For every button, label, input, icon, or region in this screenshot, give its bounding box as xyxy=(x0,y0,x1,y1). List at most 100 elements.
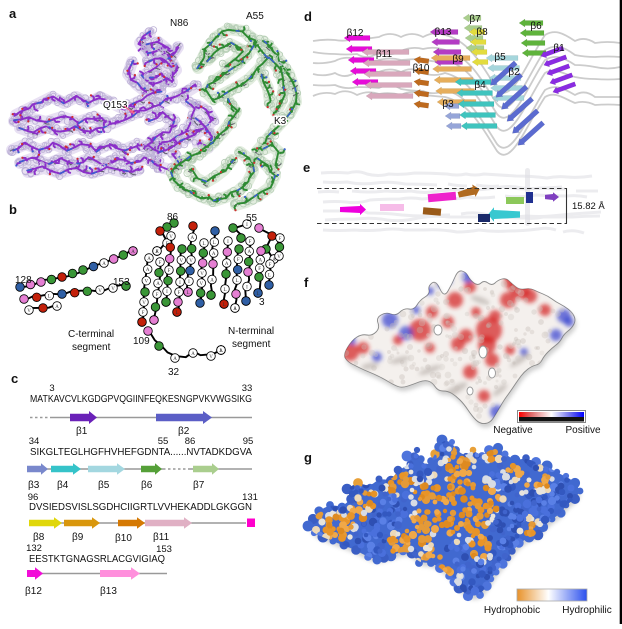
svg-text:V: V xyxy=(144,280,148,285)
svg-text:V: V xyxy=(200,272,204,277)
svg-text:3: 3 xyxy=(49,383,54,394)
svg-text:153: 153 xyxy=(113,277,130,288)
svg-text:F: F xyxy=(166,242,169,247)
svg-text:β7: β7 xyxy=(469,14,481,25)
svg-text:L: L xyxy=(186,291,189,296)
svg-text:I: I xyxy=(166,290,168,295)
svg-text:L: L xyxy=(202,242,205,247)
svg-text:131: 131 xyxy=(242,492,258,503)
svg-text:V: V xyxy=(142,301,146,306)
svg-text:β12: β12 xyxy=(347,28,364,39)
svg-text:86: 86 xyxy=(167,212,179,223)
svg-text:V: V xyxy=(27,309,31,314)
svg-text:F: F xyxy=(249,240,252,245)
svg-text:F: F xyxy=(142,311,145,316)
svg-text:V: V xyxy=(169,235,173,240)
svg-text:β3: β3 xyxy=(28,480,40,491)
svg-text:V: V xyxy=(209,355,213,360)
svg-text:β8: β8 xyxy=(476,27,488,38)
svg-text:L: L xyxy=(223,288,226,293)
svg-text:β8: β8 xyxy=(33,532,45,543)
svg-text:34: 34 xyxy=(29,436,40,447)
svg-text:L: L xyxy=(256,292,259,297)
svg-text:β1: β1 xyxy=(553,43,565,54)
svg-text:β9: β9 xyxy=(72,532,84,543)
svg-text:V: V xyxy=(277,255,281,260)
svg-text:N86: N86 xyxy=(170,18,189,29)
svg-text:I: I xyxy=(179,281,181,286)
svg-text:MATKAVCVLKGDGPVQGIINFEQKESNGPV: MATKAVCVLKGDGPVQGIINFEQKESNGPVKVWGSIKG xyxy=(30,394,252,405)
svg-text:I: I xyxy=(234,307,236,312)
svg-text:A: A xyxy=(147,257,151,262)
svg-text:β1: β1 xyxy=(76,426,88,437)
svg-text:A: A xyxy=(212,252,216,257)
svg-text:55: 55 xyxy=(158,436,169,447)
svg-text:F: F xyxy=(269,263,272,268)
svg-text:segment: segment xyxy=(232,339,271,350)
svg-text:F: F xyxy=(168,269,171,274)
svg-text:55: 55 xyxy=(246,213,258,224)
svg-text:A: A xyxy=(102,262,106,267)
svg-text:β11: β11 xyxy=(376,49,393,60)
svg-text:F: F xyxy=(159,261,162,266)
svg-text:F: F xyxy=(156,250,159,255)
svg-text:86: 86 xyxy=(185,436,196,447)
svg-text:L: L xyxy=(235,279,238,284)
svg-text:DVSIEDSVISLSGDHCIIGRTLVVHEKADD: DVSIEDSVISLSGDHCIIGRTLVVHEKADDLGKGGN xyxy=(29,502,252,513)
svg-text:L: L xyxy=(219,349,222,354)
svg-text:A: A xyxy=(258,259,262,264)
svg-text:A: A xyxy=(55,305,59,310)
svg-text:V: V xyxy=(111,287,115,292)
svg-text:β12: β12 xyxy=(25,586,42,597)
svg-text:Hydrophobic: Hydrophobic xyxy=(484,605,540,616)
svg-text:F: F xyxy=(156,293,159,298)
svg-text:A: A xyxy=(233,307,237,312)
svg-text:L: L xyxy=(268,273,271,278)
svg-text:V: V xyxy=(98,289,102,294)
svg-text:A: A xyxy=(173,357,177,362)
svg-text:F: F xyxy=(237,258,240,263)
svg-text:β2: β2 xyxy=(508,67,520,78)
svg-text:F: F xyxy=(258,267,261,272)
svg-text:A: A xyxy=(131,250,135,255)
svg-text:β11: β11 xyxy=(153,532,170,543)
svg-text:β10: β10 xyxy=(115,533,132,544)
svg-text:153: 153 xyxy=(156,544,172,555)
svg-text:95: 95 xyxy=(243,436,254,447)
svg-text:I: I xyxy=(188,280,190,285)
svg-text:A55: A55 xyxy=(246,11,264,22)
svg-text:A: A xyxy=(219,349,223,354)
svg-text:A: A xyxy=(146,268,150,273)
svg-text:F: F xyxy=(279,237,282,242)
svg-text:I: I xyxy=(246,285,248,290)
svg-text:β2: β2 xyxy=(178,426,190,437)
svg-text:Q153: Q153 xyxy=(103,100,128,111)
svg-text:β9: β9 xyxy=(452,54,464,65)
svg-text:128: 128 xyxy=(15,275,32,286)
svg-text:V: V xyxy=(189,259,193,264)
svg-text:β6: β6 xyxy=(141,480,153,491)
svg-text:A: A xyxy=(272,258,276,263)
svg-text:32: 32 xyxy=(168,367,180,378)
svg-text:β4: β4 xyxy=(474,80,486,91)
svg-text:segment: segment xyxy=(72,342,111,353)
svg-text:132: 132 xyxy=(26,543,42,554)
svg-text:I: I xyxy=(246,223,248,228)
svg-text:V: V xyxy=(199,282,203,287)
svg-text:a: a xyxy=(9,6,17,21)
svg-text:L: L xyxy=(175,311,178,316)
svg-text:β6: β6 xyxy=(530,21,542,32)
svg-text:β7: β7 xyxy=(193,480,205,491)
svg-text:A: A xyxy=(210,278,214,283)
svg-text:SIKGLTEGLHGFHVHEFGDNTA......NV: SIKGLTEGLHGFHVHEFGDNTA......NVTADKDGVA xyxy=(30,447,252,458)
svg-text:K3: K3 xyxy=(274,116,287,127)
svg-text:g: g xyxy=(304,450,312,465)
svg-text:V: V xyxy=(179,259,183,264)
svg-text:β4: β4 xyxy=(57,480,69,491)
svg-text:e: e xyxy=(303,160,310,175)
svg-text:b: b xyxy=(9,202,17,217)
svg-text:A: A xyxy=(247,250,251,255)
svg-text:15.82 Å: 15.82 Å xyxy=(572,201,605,212)
svg-text:109: 109 xyxy=(133,336,150,347)
svg-text:c: c xyxy=(11,371,18,386)
